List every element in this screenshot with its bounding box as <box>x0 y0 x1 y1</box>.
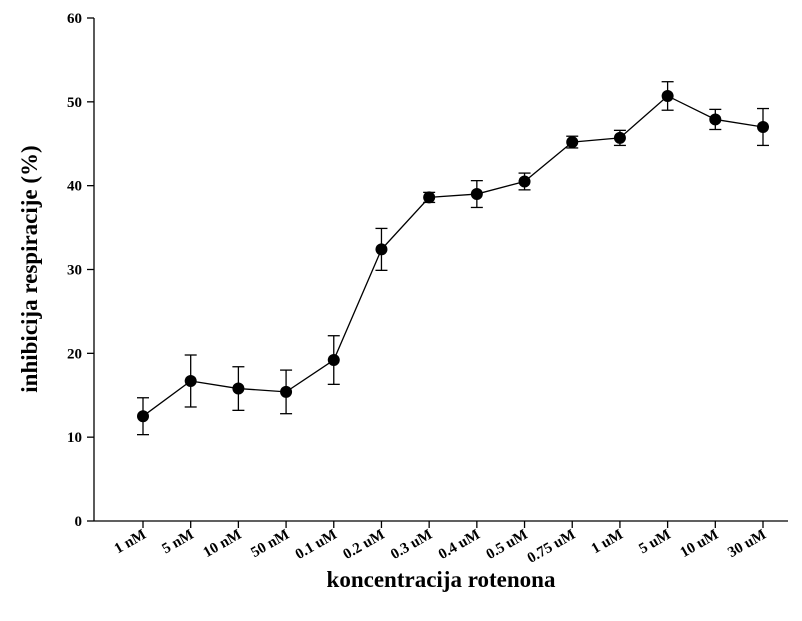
x-axis-title: koncentracija rotenona <box>327 567 556 592</box>
x-tick-label: 0.3 uM <box>388 527 435 563</box>
data-point <box>613 131 626 144</box>
data-point <box>470 188 483 201</box>
y-tick-label: 20 <box>67 346 82 362</box>
x-tick-label: 50 nM <box>248 527 292 561</box>
data-point <box>423 191 436 204</box>
x-tick-label: 5 nM <box>159 527 196 558</box>
x-tick-label: 0.75 uM <box>525 527 578 567</box>
data-markers <box>137 89 769 423</box>
series-line <box>142 95 764 417</box>
x-tick-label: 0.2 uM <box>340 527 387 563</box>
data-point <box>327 354 340 367</box>
y-tick-label: 0 <box>75 514 83 530</box>
x-tick-label: 1 uM <box>589 527 626 558</box>
x-tick-label: 5 uM <box>636 527 673 558</box>
x-tick-label: 0.1 uM <box>293 527 340 563</box>
axes <box>93 18 788 522</box>
y-axis-title: inhibicija respiracije (%) <box>17 145 42 392</box>
x-tick-label: 10 nM <box>201 527 245 561</box>
x-tick-label: 1 nM <box>112 527 149 558</box>
data-point <box>757 120 769 133</box>
y-tick-label: 30 <box>67 263 82 279</box>
data-point <box>137 410 149 423</box>
x-tick-label: 30 uM <box>725 527 769 561</box>
y-ticks: 0 10 20 30 40 50 60 <box>67 11 94 530</box>
x-ticks: 1 nM 5 nM 10 nM 50 nM 0.1 uM 0.2 uM 0.3 uM 0.4 … <box>112 521 769 567</box>
error-bars <box>137 81 769 436</box>
x-tick-label: 0.5 uM <box>484 527 531 563</box>
x-tick-label: 0.4 uM <box>436 527 483 563</box>
data-point <box>280 385 293 398</box>
data-point <box>232 382 245 395</box>
data-point <box>184 374 197 387</box>
y-tick-label: 60 <box>67 11 82 27</box>
data-point <box>566 136 579 149</box>
data-point <box>518 175 531 188</box>
y-tick-label: 50 <box>67 95 82 111</box>
x-tick-label: 10 uM <box>678 527 722 561</box>
data-point <box>709 113 722 126</box>
data-point <box>661 89 674 102</box>
y-tick-label: 10 <box>67 430 82 446</box>
data-point <box>375 243 388 256</box>
y-tick-label: 40 <box>67 179 82 195</box>
